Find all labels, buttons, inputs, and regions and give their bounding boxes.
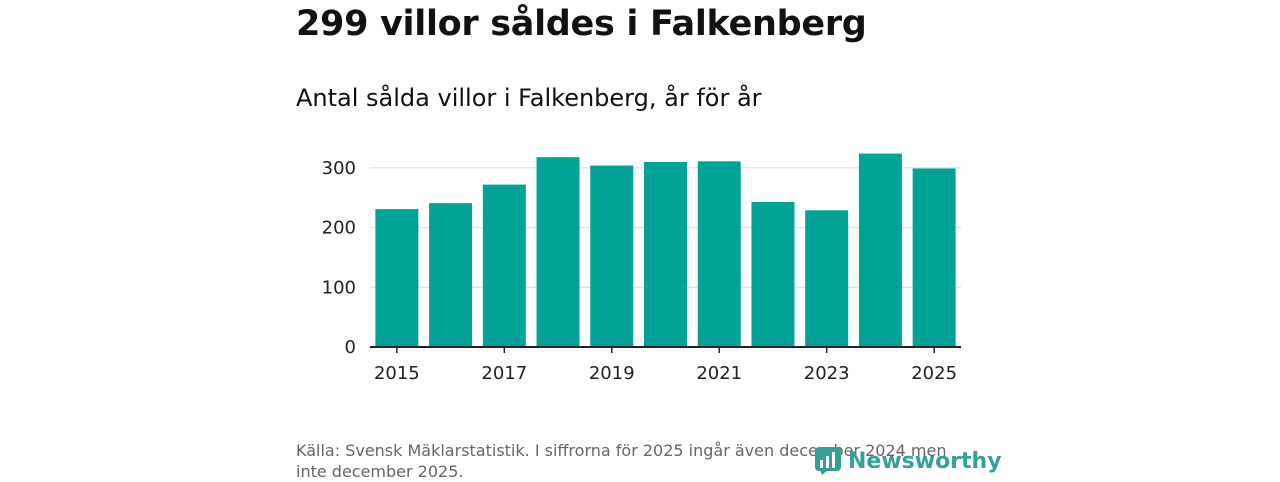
bar-2017: [482, 184, 526, 347]
bar-2019: [590, 165, 634, 347]
y-tick-label: 0: [345, 337, 356, 358]
y-tick-label: 100: [322, 277, 356, 298]
bar-2015: [375, 209, 419, 347]
bar-2025: [912, 168, 956, 347]
x-tick-label: 2025: [911, 363, 957, 384]
chart-subtitle: Antal sålda villor i Falkenberg, år för …: [296, 84, 762, 112]
x-tick-label: 2017: [481, 363, 527, 384]
bar-chart: 0 100 200 300 2015 2017 2019 2021 2023 2025: [322, 153, 961, 384]
bar-2023: [805, 210, 849, 347]
bar-2021: [697, 161, 741, 347]
bar-2020: [644, 161, 687, 347]
newsworthy-logo-icon: [815, 447, 841, 475]
source-note: Källa: Svensk Mäklarstatistik. I siffror…: [296, 441, 947, 481]
x-tick-label: 2019: [589, 363, 635, 384]
brand-name: Newsworthy: [848, 448, 1002, 474]
bar-2024: [858, 153, 902, 347]
bar-2022: [751, 201, 795, 347]
newsworthy-brand: Newsworthy: [814, 446, 1002, 476]
x-tick-label: 2015: [374, 363, 420, 384]
y-tick-label: 200: [322, 218, 356, 239]
chart-title: 299 villor såldes i Falkenberg: [296, 4, 867, 44]
x-tick-label: 2023: [804, 363, 850, 384]
bar-2018: [536, 157, 580, 347]
x-tick-label: 2021: [696, 363, 742, 384]
bar-2016: [429, 203, 473, 347]
y-tick-label: 300: [322, 158, 356, 179]
